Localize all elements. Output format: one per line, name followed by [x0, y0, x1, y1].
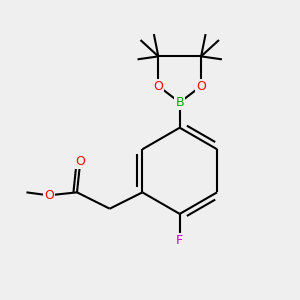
Text: F: F: [176, 234, 183, 247]
Text: O: O: [196, 80, 206, 93]
Text: B: B: [176, 96, 184, 109]
Text: O: O: [75, 154, 85, 168]
Text: O: O: [153, 80, 163, 93]
Text: O: O: [44, 189, 54, 202]
